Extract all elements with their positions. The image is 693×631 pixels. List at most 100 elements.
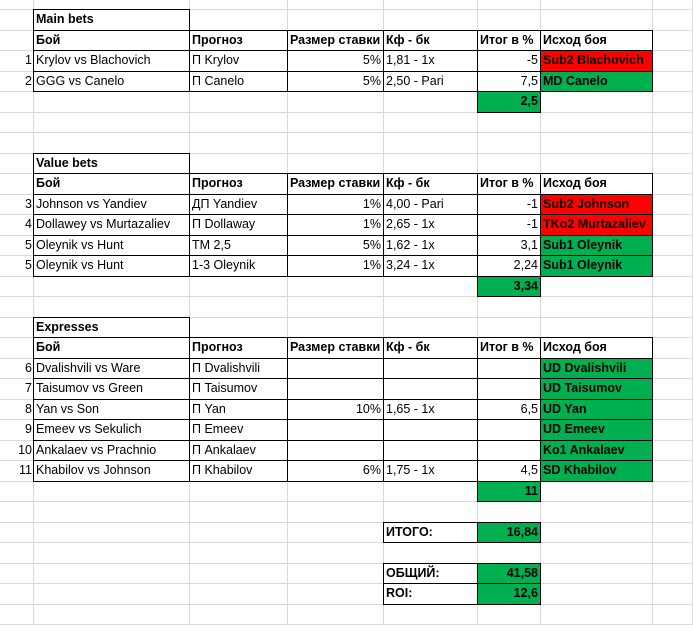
forecast: П Taisumov [189, 378, 288, 400]
grid-cell [190, 543, 288, 564]
grid-cell [653, 317, 693, 338]
grid-cell [384, 543, 478, 564]
forecast: П Yan [189, 398, 288, 420]
grid-cell [190, 153, 288, 174]
grid-cell [190, 0, 288, 10]
grid-cell [0, 92, 34, 113]
summary-label: ИТОГО: [383, 521, 478, 543]
grid-cell [384, 481, 478, 502]
outcome: UD Yan [540, 398, 653, 420]
grid-cell [653, 461, 693, 482]
grid-cell [478, 112, 541, 133]
grid-cell [288, 133, 384, 154]
column-header: Размер ставки [287, 173, 384, 195]
result: -1 [477, 193, 541, 215]
section-title: Expresses [33, 316, 190, 338]
fight: Taisumov vs Green [33, 378, 190, 400]
grid-cell [34, 563, 190, 584]
grid-cell [653, 215, 693, 236]
grid-cell [34, 543, 190, 564]
section-title: Main bets [33, 9, 190, 31]
odds: 2,65 - 1x [383, 214, 478, 236]
fight: Khabilov vs Johnson [33, 460, 190, 482]
forecast: ДП Yandiev [189, 193, 288, 215]
grid-cell [34, 522, 190, 543]
result: -1 [477, 214, 541, 236]
grid-cell [34, 604, 190, 625]
grid-cell [478, 543, 541, 564]
grid-cell [288, 153, 384, 174]
grid-cell [0, 543, 34, 564]
grid-cell [34, 112, 190, 133]
row-number: 5 [25, 258, 32, 272]
grid-cell [653, 338, 693, 359]
grid-cell [190, 92, 288, 113]
row-number: 9 [25, 422, 32, 436]
grid-cell [478, 502, 541, 523]
forecast: ТМ 2,5 [189, 234, 288, 256]
grid-cell [0, 584, 34, 605]
odds [383, 378, 478, 400]
grid-cell [541, 112, 653, 133]
grid-cell [34, 584, 190, 605]
grid-cell [653, 276, 693, 297]
grid-cell [384, 604, 478, 625]
grid-cell [34, 481, 190, 502]
summary-value: 41,58 [477, 562, 541, 584]
grid-cell [190, 481, 288, 502]
grid-cell [478, 133, 541, 154]
column-header: Прогноз [189, 173, 288, 195]
grid-cell [190, 604, 288, 625]
grid-cell [653, 30, 693, 51]
forecast: П Emeev [189, 419, 288, 441]
grid-cell [0, 133, 34, 154]
grid-cell [478, 317, 541, 338]
grid-cell [288, 543, 384, 564]
grid-cell [0, 174, 34, 195]
stake [287, 419, 384, 441]
grid-cell [288, 502, 384, 523]
result [477, 419, 541, 441]
grid-cell [541, 276, 653, 297]
fight: Ankalaev vs Prachnio [33, 439, 190, 461]
grid-cell [653, 358, 693, 379]
grid-cell [653, 543, 693, 564]
grid-cell [541, 10, 653, 31]
grid-cell [190, 584, 288, 605]
odds: 2,50 - Pari [383, 70, 478, 92]
column-header: Итог в % [477, 29, 541, 51]
grid-cell [541, 584, 653, 605]
grid-cell [653, 51, 693, 72]
grid-cell [478, 604, 541, 625]
summary-value: 12,6 [477, 583, 541, 605]
outcome: SD Khabilov [540, 460, 653, 482]
grid-cell [190, 133, 288, 154]
grid-cell [0, 522, 34, 543]
row-number: 3 [25, 196, 32, 211]
grid-cell [541, 502, 653, 523]
odds: 1,65 - 1x [383, 398, 478, 420]
column-header: Исход боя [540, 29, 653, 51]
column-header: Бой [33, 337, 190, 359]
grid-cell [0, 563, 34, 584]
row-number: 2 [25, 73, 32, 88]
fight: Yan vs Son [33, 398, 190, 420]
summary-label: ОБЩИЙ: [383, 562, 478, 584]
row-number: 7 [25, 381, 32, 395]
row-number: 5 [25, 237, 32, 252]
grid-cell [653, 92, 693, 113]
grid-cell [34, 133, 190, 154]
section-total: 2,5 [477, 91, 541, 113]
fight: Dollawey vs Murtazaliev [33, 214, 190, 236]
grid-cell [653, 584, 693, 605]
section-total: 11 [477, 480, 541, 502]
grid-cell [0, 10, 34, 31]
grid-cell [653, 440, 693, 461]
grid-cell [653, 420, 693, 441]
column-header: Кф - бк [383, 173, 478, 195]
odds [383, 439, 478, 461]
result [477, 439, 541, 461]
grid-cell [653, 522, 693, 543]
grid-cell [288, 604, 384, 625]
column-header: Исход боя [540, 173, 653, 195]
